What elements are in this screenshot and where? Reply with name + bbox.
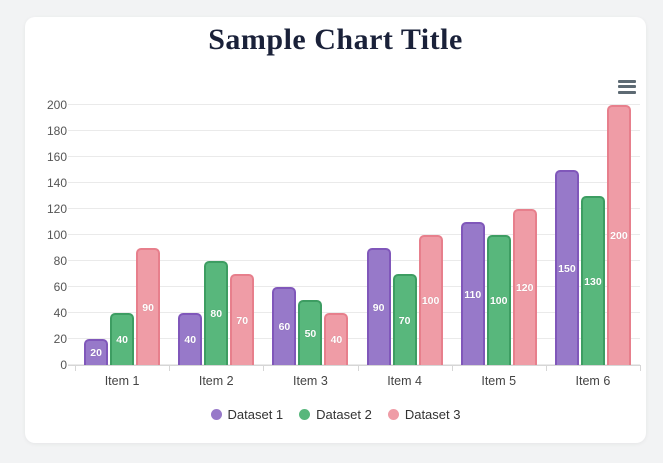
bar-value-label: 100 — [489, 295, 508, 307]
y-axis-tick-label: 160 — [46, 150, 67, 164]
bar-dataset-1-item-1[interactable]: 20 — [84, 339, 109, 365]
y-axis-tick-label: 140 — [46, 176, 67, 190]
bar-value-label: 20 — [90, 347, 102, 359]
bar-group-item-5: 110 100 120 — [452, 105, 546, 365]
legend-label: Dataset 3 — [404, 407, 461, 422]
x-axis-tick — [357, 365, 359, 371]
x-axis-tick — [75, 365, 76, 371]
y-axis-tick-label: 80 — [53, 254, 67, 268]
plot-area: 20 40 90 40 80 70 60 50 40 90 70 100 110 100 120 150 130… — [68, 104, 641, 371]
bar-dataset-3-item-2[interactable]: 70 — [230, 274, 255, 365]
bar-value-label: 110 — [464, 288, 482, 301]
gridline — [68, 208, 640, 209]
bar-value-label: 80 — [210, 308, 223, 320]
x-axis-label-item-4: Item 4 — [387, 374, 422, 388]
bar-group-item-6: 150 130 200 — [546, 105, 640, 365]
bar-value-label: 40 — [330, 334, 343, 346]
bar-dataset-3-item-4[interactable]: 100 — [418, 235, 443, 365]
bar-dataset-2-item-2[interactable]: 80 — [204, 261, 229, 365]
y-axis-tick-label: 40 — [53, 306, 67, 320]
bar-group-item-1: 20 40 90 — [75, 105, 169, 365]
bar-value-label: 40 — [116, 334, 128, 346]
bar-value-label: 60 — [278, 321, 291, 333]
legend-item-dataset-2[interactable]: Dataset 2 — [299, 407, 372, 422]
y-axis-tick-label: 200 — [46, 98, 67, 112]
gridline — [68, 312, 640, 313]
gridline — [68, 156, 640, 157]
bar-value-label: 70 — [236, 314, 249, 327]
x-axis-label-item-2: Item 2 — [198, 374, 234, 388]
gridline — [68, 286, 640, 287]
legend-swatch — [387, 409, 399, 420]
bar-value-label: 90 — [142, 301, 154, 314]
bar-dataset-1-item-4[interactable]: 90 — [366, 248, 391, 365]
bar-value-label: 90 — [372, 301, 385, 314]
legend-label: Dataset 2 — [316, 407, 372, 422]
y-axis-tick-label: 180 — [46, 124, 67, 138]
x-axis-label-item-3: Item 3 — [293, 374, 328, 388]
x-axis-line — [68, 365, 640, 366]
x-axis-label-item-6: Item 6 — [575, 374, 611, 388]
bar-dataset-2-item-4[interactable]: 70 — [392, 274, 417, 365]
bar-group-item-2: 40 80 70 — [169, 105, 263, 365]
gridline — [68, 130, 640, 131]
bar-dataset-2-item-1[interactable]: 40 — [110, 313, 135, 365]
bar-dataset-3-item-5[interactable]: 120 — [512, 209, 537, 365]
y-axis-tick-label: 120 — [46, 202, 67, 216]
y-axis-tick-label: 0 — [60, 358, 67, 372]
bar-dataset-3-item-6[interactable]: 200 — [606, 105, 631, 365]
bar-value-label: 100 — [421, 295, 440, 307]
bar-dataset-1-item-3[interactable]: 60 — [272, 287, 297, 365]
legend-swatch — [210, 409, 222, 420]
bar-dataset-1-item-2[interactable]: 40 — [178, 313, 203, 365]
x-axis-tick — [545, 365, 547, 371]
legend-item-dataset-1[interactable]: Dataset 1 — [210, 407, 284, 422]
x-axis-tick — [263, 365, 265, 371]
bar-dataset-2-item-3[interactable]: 50 — [298, 300, 323, 365]
legend-label: Dataset 1 — [227, 407, 284, 422]
bar-value-label: 40 — [184, 334, 197, 346]
chart-title: Sample Chart Title — [208, 23, 463, 56]
bar-dataset-2-item-5[interactable]: 100 — [486, 235, 511, 365]
bar-group-item-4: 90 70 100 — [358, 105, 452, 365]
chart-menu-button[interactable] — [616, 75, 638, 98]
bar-dataset-3-item-1[interactable]: 90 — [136, 248, 161, 365]
x-axis-label-item-5: Item 5 — [481, 374, 517, 388]
x-axis-tick — [640, 365, 641, 371]
gridline — [68, 104, 640, 105]
y-axis: 0 20 40 60 80 100 120 140 160 180 200 — [25, 98, 67, 372]
bar-dataset-2-item-6[interactable]: 130 — [580, 196, 605, 365]
legend: Dataset 1 Dataset 2 Dataset 3 — [25, 407, 646, 422]
gridline — [68, 260, 640, 261]
bar-group-item-3: 60 50 40 — [263, 105, 357, 365]
bar-value-label: 150 — [558, 262, 576, 275]
bar-value-label: 70 — [398, 314, 411, 327]
x-axis: Item 1 Item 2 Item 3 Item 4 Item 5 Item 6 — [75, 374, 640, 390]
y-axis-tick-label: 20 — [53, 332, 67, 346]
gridline — [68, 364, 640, 365]
x-axis-tick — [169, 365, 171, 371]
x-axis-label-item-1: Item 1 — [104, 374, 140, 388]
y-axis-tick-label: 60 — [53, 280, 67, 294]
bar-value-label: 50 — [304, 327, 317, 340]
gridline — [68, 234, 640, 235]
chart-card: Sample Chart Title 0 20 40 60 80 100 120 140 160… — [25, 17, 646, 443]
y-axis-tick-label: 100 — [46, 228, 67, 242]
bar-value-label: 120 — [515, 282, 534, 294]
bar-value-label: 130 — [584, 275, 602, 288]
gridline — [68, 182, 640, 183]
bar-value-label: 200 — [610, 230, 628, 242]
bar-dataset-1-item-5[interactable]: 110 — [460, 222, 485, 365]
hamburger-menu-icon — [618, 79, 636, 94]
legend-swatch — [299, 409, 311, 420]
bar-dataset-3-item-3[interactable]: 40 — [324, 313, 349, 365]
bar-dataset-1-item-6[interactable]: 150 — [554, 170, 579, 365]
x-axis-tick — [451, 365, 453, 371]
legend-item-dataset-3[interactable]: Dataset 3 — [387, 407, 461, 422]
gridline — [68, 338, 640, 339]
